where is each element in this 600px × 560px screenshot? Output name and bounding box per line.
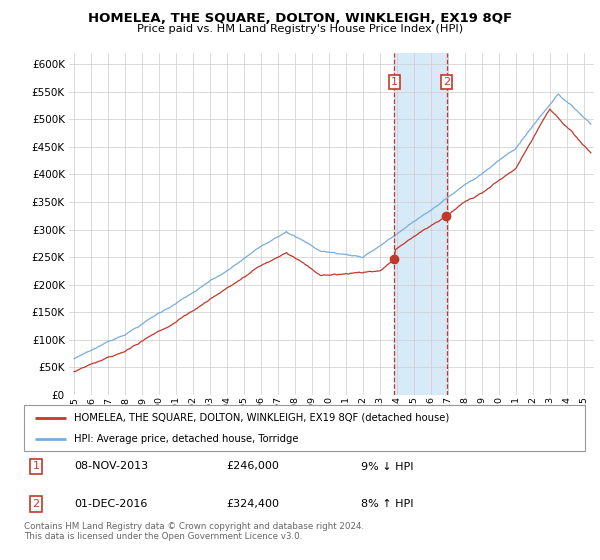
- Text: 1: 1: [391, 77, 398, 87]
- Text: HPI: Average price, detached house, Torridge: HPI: Average price, detached house, Torr…: [74, 435, 299, 444]
- Text: 9% ↓ HPI: 9% ↓ HPI: [361, 461, 413, 472]
- Text: 2: 2: [443, 77, 450, 87]
- Text: HOMELEA, THE SQUARE, DOLTON, WINKLEIGH, EX19 8QF (detached house): HOMELEA, THE SQUARE, DOLTON, WINKLEIGH, …: [74, 413, 450, 423]
- Text: Price paid vs. HM Land Registry's House Price Index (HPI): Price paid vs. HM Land Registry's House …: [137, 24, 463, 34]
- Text: 8% ↑ HPI: 8% ↑ HPI: [361, 499, 413, 509]
- Text: Contains HM Land Registry data © Crown copyright and database right 2024.
This d: Contains HM Land Registry data © Crown c…: [24, 522, 364, 542]
- Text: 2: 2: [32, 499, 40, 509]
- Text: £324,400: £324,400: [226, 499, 279, 509]
- Text: 08-NOV-2013: 08-NOV-2013: [74, 461, 149, 472]
- Text: £246,000: £246,000: [226, 461, 279, 472]
- Text: 01-DEC-2016: 01-DEC-2016: [74, 499, 148, 509]
- Text: HOMELEA, THE SQUARE, DOLTON, WINKLEIGH, EX19 8QF: HOMELEA, THE SQUARE, DOLTON, WINKLEIGH, …: [88, 12, 512, 25]
- FancyBboxPatch shape: [24, 405, 585, 451]
- Bar: [394, 53, 446, 395]
- Text: 1: 1: [32, 461, 40, 472]
